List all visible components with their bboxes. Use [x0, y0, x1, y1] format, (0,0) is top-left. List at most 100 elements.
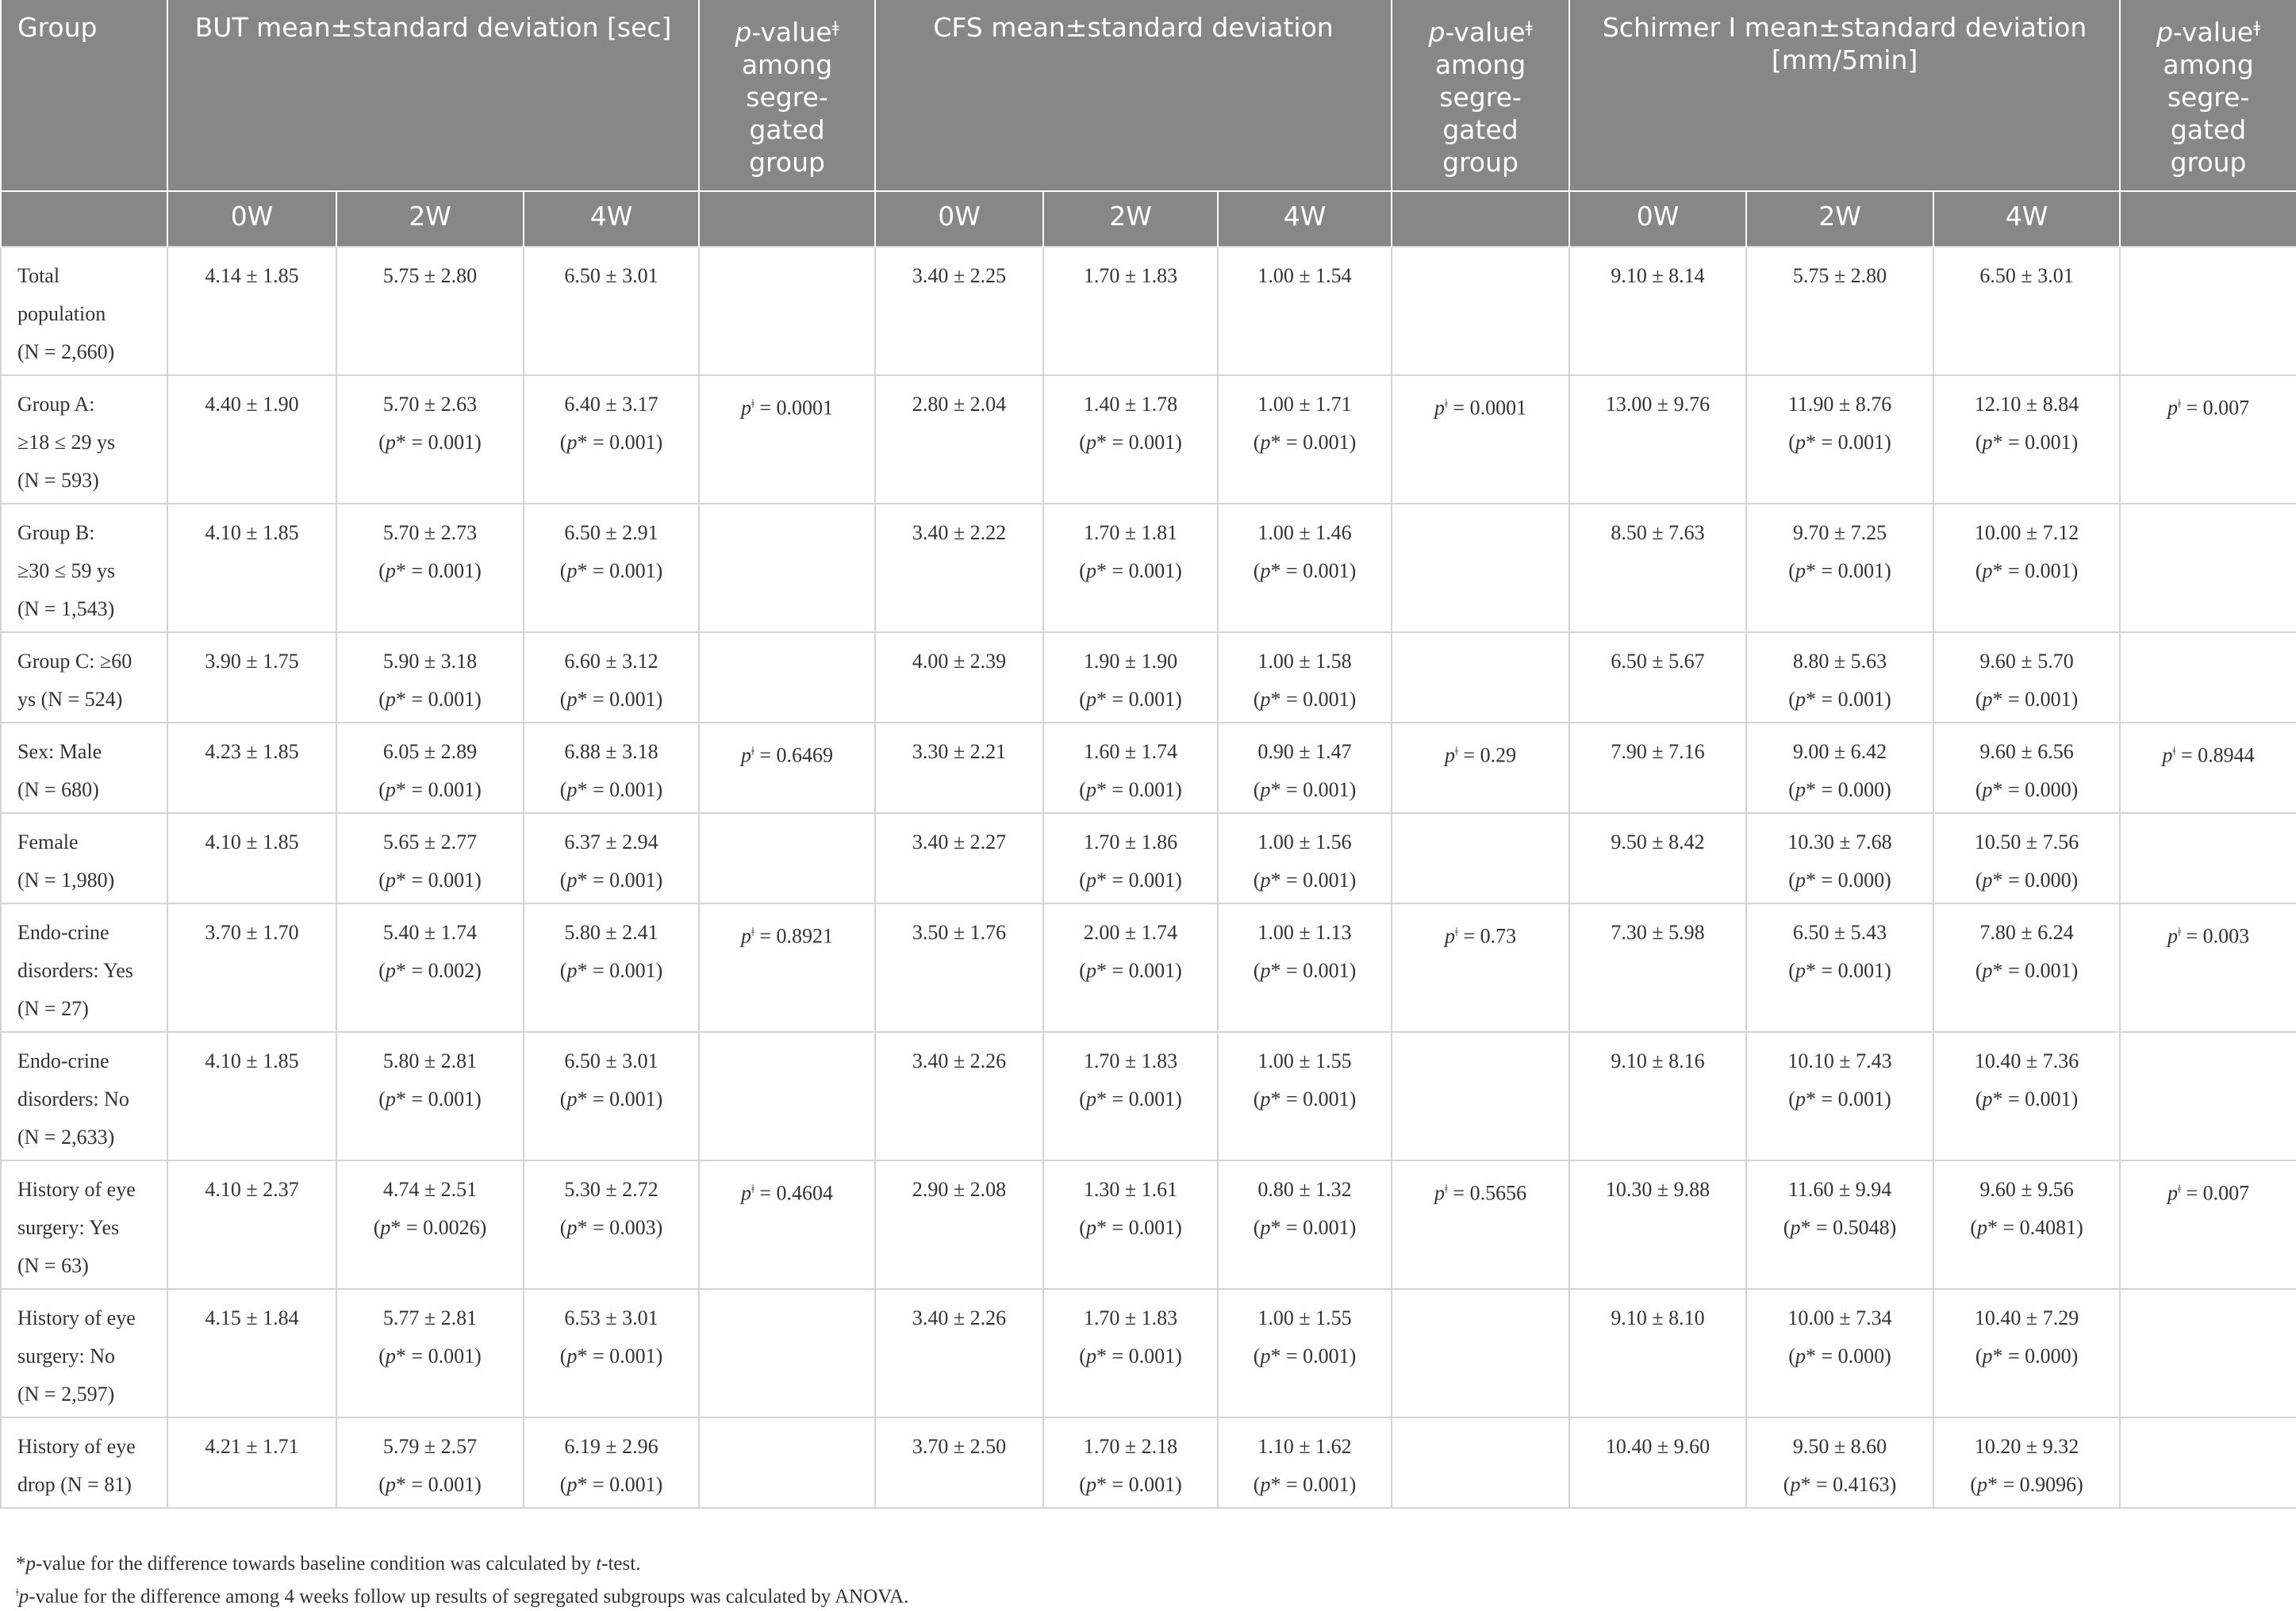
cell-line: CFS mean±standard deviation — [933, 12, 1334, 43]
cell-line: pǂ = 0.007 — [2167, 1181, 2250, 1205]
value-cell: 5.75 ± 2.80 — [1745, 246, 1935, 376]
value-cell: 5.70 ± 2.73 (p* = 0.001) — [336, 503, 524, 633]
value-cell: 9.10 ± 8.16 — [1568, 1031, 1748, 1161]
cell-line: (N = 2,633) — [17, 1126, 115, 1149]
cell-line: 10.10 ± 7.43 — [1787, 1049, 1892, 1072]
value-cell: pǂ = 0.73 — [1391, 903, 1571, 1033]
cell-line: 1.30 ± 1.61 — [1083, 1178, 1178, 1201]
value-cell: 1.70 ± 2.18 (p* = 0.001) — [1042, 1417, 1219, 1509]
value-cell: 9.60 ± 5.70 (p* = 0.001) — [1933, 631, 2121, 723]
subheader-cell — [0, 190, 168, 247]
value-cell: pǂ = 0.4604 — [698, 1160, 877, 1290]
cell-line: 4.10 ± 1.85 — [205, 1049, 299, 1072]
cell-line: 5.30 ± 2.72 — [564, 1178, 658, 1201]
value-cell: 6.50 ± 2.91 (p* = 0.001) — [522, 503, 701, 633]
value-cell: 4.10 ± 1.85 — [167, 1031, 337, 1161]
cell-line: (p* = 0.001) — [559, 559, 663, 582]
cell-line: disorders: Yes — [17, 959, 133, 982]
table-row: History of eye surgery: No (N = 2,597) 4.15… — [0, 1288, 2296, 1418]
value-cell — [698, 1031, 877, 1161]
cell-line: (p* = 0.001) — [378, 778, 482, 801]
cell-line: 1.70 ± 2.18 — [1083, 1435, 1178, 1458]
value-cell: 8.80 ± 5.63 (p* = 0.001) — [1745, 631, 1935, 723]
value-cell — [2119, 631, 2296, 723]
cell-line: 7.90 ± 7.16 — [1611, 740, 1705, 763]
cell-line: gated — [749, 113, 825, 145]
value-cell — [2119, 812, 2296, 904]
cell-line: 5.70 ± 2.63 — [382, 393, 478, 416]
cell-line: 3.90 ± 1.75 — [205, 650, 299, 673]
cell-line: (N = 1,980) — [17, 869, 115, 892]
cell-line: 2.90 ± 2.08 — [912, 1178, 1007, 1201]
cell-line: (p* = 0.000) — [1788, 1344, 1891, 1367]
header-cell: p-valueǂ among segre-gated group — [698, 0, 877, 191]
cell-line: Female — [17, 830, 79, 853]
value-cell: 10.00 ± 7.12 (p* = 0.001) — [1933, 503, 2121, 633]
value-cell: 6.60 ± 3.12 (p* = 0.001) — [522, 631, 701, 723]
cell-line: (p* = 0.001) — [1253, 869, 1357, 892]
table-row: Total population (N = 2,660) 4.14 ± 1.85 5.7… — [0, 246, 2296, 376]
cell-line: (p* = 0.001) — [1788, 1087, 1891, 1110]
value-cell: 9.10 ± 8.14 — [1568, 246, 1748, 376]
value-cell: 6.37 ± 2.94 (p* = 0.001) — [522, 812, 701, 904]
value-cell: 9.50 ± 8.42 — [1568, 812, 1748, 904]
value-cell: 9.60 ± 9.56 (p* = 0.4081) — [1933, 1160, 2121, 1290]
cell-line: 3.40 ± 2.27 — [912, 830, 1007, 853]
cell-line: population — [17, 302, 106, 325]
subheader-cell: 4W — [522, 190, 701, 247]
value-cell: 10.40 ± 7.29 (p* = 0.000) — [1933, 1288, 2121, 1418]
subheader-cell: 2W — [1042, 190, 1219, 247]
value-cell: 5.30 ± 2.72 (p* = 0.003) — [522, 1160, 701, 1290]
value-cell: 10.30 ± 7.68 (p* = 0.000) — [1745, 812, 1935, 904]
cell-line: Endo-crine — [17, 1049, 109, 1072]
value-cell: 10.10 ± 7.43 (p* = 0.001) — [1745, 1031, 1935, 1161]
cell-line: (p* = 0.000) — [1975, 778, 2079, 801]
cell-line: 3.40 ± 2.22 — [912, 521, 1007, 544]
cell-line: (p* = 0.001) — [559, 1087, 663, 1110]
cell-line: gated — [2170, 113, 2247, 145]
cell-line: 6.53 ± 3.01 — [564, 1306, 658, 1329]
value-cell: 6.40 ± 3.17 (p* = 0.001) — [522, 374, 701, 504]
value-cell: 11.90 ± 8.76 (p* = 0.001) — [1745, 374, 1935, 504]
cell-line: 6.50 ± 2.91 — [564, 521, 658, 544]
cell-line: 1.70 ± 1.83 — [1083, 1306, 1178, 1329]
value-cell: 5.80 ± 2.41 (p* = 0.001) — [522, 903, 701, 1033]
value-cell: 1.10 ± 1.62 (p* = 0.001) — [1217, 1417, 1393, 1509]
cell-line: 9.10 ± 8.16 — [1611, 1049, 1705, 1072]
cell-line: (p* = 0.001) — [559, 688, 663, 711]
cell-line: (p* = 0.001) — [1079, 688, 1182, 711]
value-cell: 6.53 ± 3.01 (p* = 0.001) — [522, 1288, 701, 1418]
table-header: Group BUT mean±standard deviation [sec] p-… — [0, 0, 2296, 247]
group-cell: Total population (N = 2,660) — [0, 246, 168, 376]
cell-text: Group — [17, 12, 98, 43]
cell-line: 2.80 ± 2.04 — [912, 393, 1007, 416]
subheader-cell — [2119, 190, 2296, 247]
value-cell: 10.40 ± 9.60 — [1568, 1417, 1748, 1509]
cell-line: 10.40 ± 7.29 — [1974, 1306, 2079, 1329]
cell-line: 5.65 ± 2.77 — [382, 830, 478, 853]
cell-line: disorders: No — [17, 1087, 129, 1110]
cell-line: (p* = 0.4081) — [1970, 1216, 2083, 1239]
value-cell: 9.50 ± 8.60 (p* = 0.4163) — [1745, 1417, 1935, 1509]
cell-line: (p* = 0.001) — [1079, 869, 1182, 892]
value-cell: 1.70 ± 1.83 (p* = 0.001) — [1042, 1288, 1219, 1418]
cell-line: (p* = 0.002) — [378, 959, 482, 982]
value-cell: 1.30 ± 1.61 (p* = 0.001) — [1042, 1160, 1219, 1290]
cell-line: 1.00 ± 1.55 — [1257, 1049, 1352, 1072]
value-cell: 1.00 ± 1.55 (p* = 0.001) — [1217, 1288, 1393, 1418]
cell-line: 4.10 ± 2.37 — [205, 1178, 299, 1201]
subheader-cell: 0W — [874, 190, 1045, 247]
cell-line: (p* = 0.001) — [1788, 688, 1891, 711]
cell-line: 1.40 ± 1.78 — [1083, 393, 1178, 416]
value-cell: 7.80 ± 6.24 (p* = 0.001) — [1933, 903, 2121, 1033]
cell-line: 3.40 ± 2.26 — [912, 1049, 1007, 1072]
cell-line: 6.60 ± 3.12 — [564, 650, 658, 673]
subheader-row: 0W 2W 4W 0W 2W 4W 0W 2W 4W — [0, 190, 2296, 247]
cell-line: 9.70 ± 7.25 — [1792, 521, 1887, 544]
value-cell: 3.40 ± 2.27 — [874, 812, 1045, 904]
cell-line: (p* = 0.001) — [559, 959, 663, 982]
value-cell: pǂ = 0.5656 — [1391, 1160, 1571, 1290]
value-cell: 6.50 ± 3.01 — [1933, 246, 2121, 376]
cell-line: 10.40 ± 9.60 — [1605, 1435, 1710, 1458]
cell-line: Schirmer I mean±standard deviation — [1602, 12, 2087, 43]
